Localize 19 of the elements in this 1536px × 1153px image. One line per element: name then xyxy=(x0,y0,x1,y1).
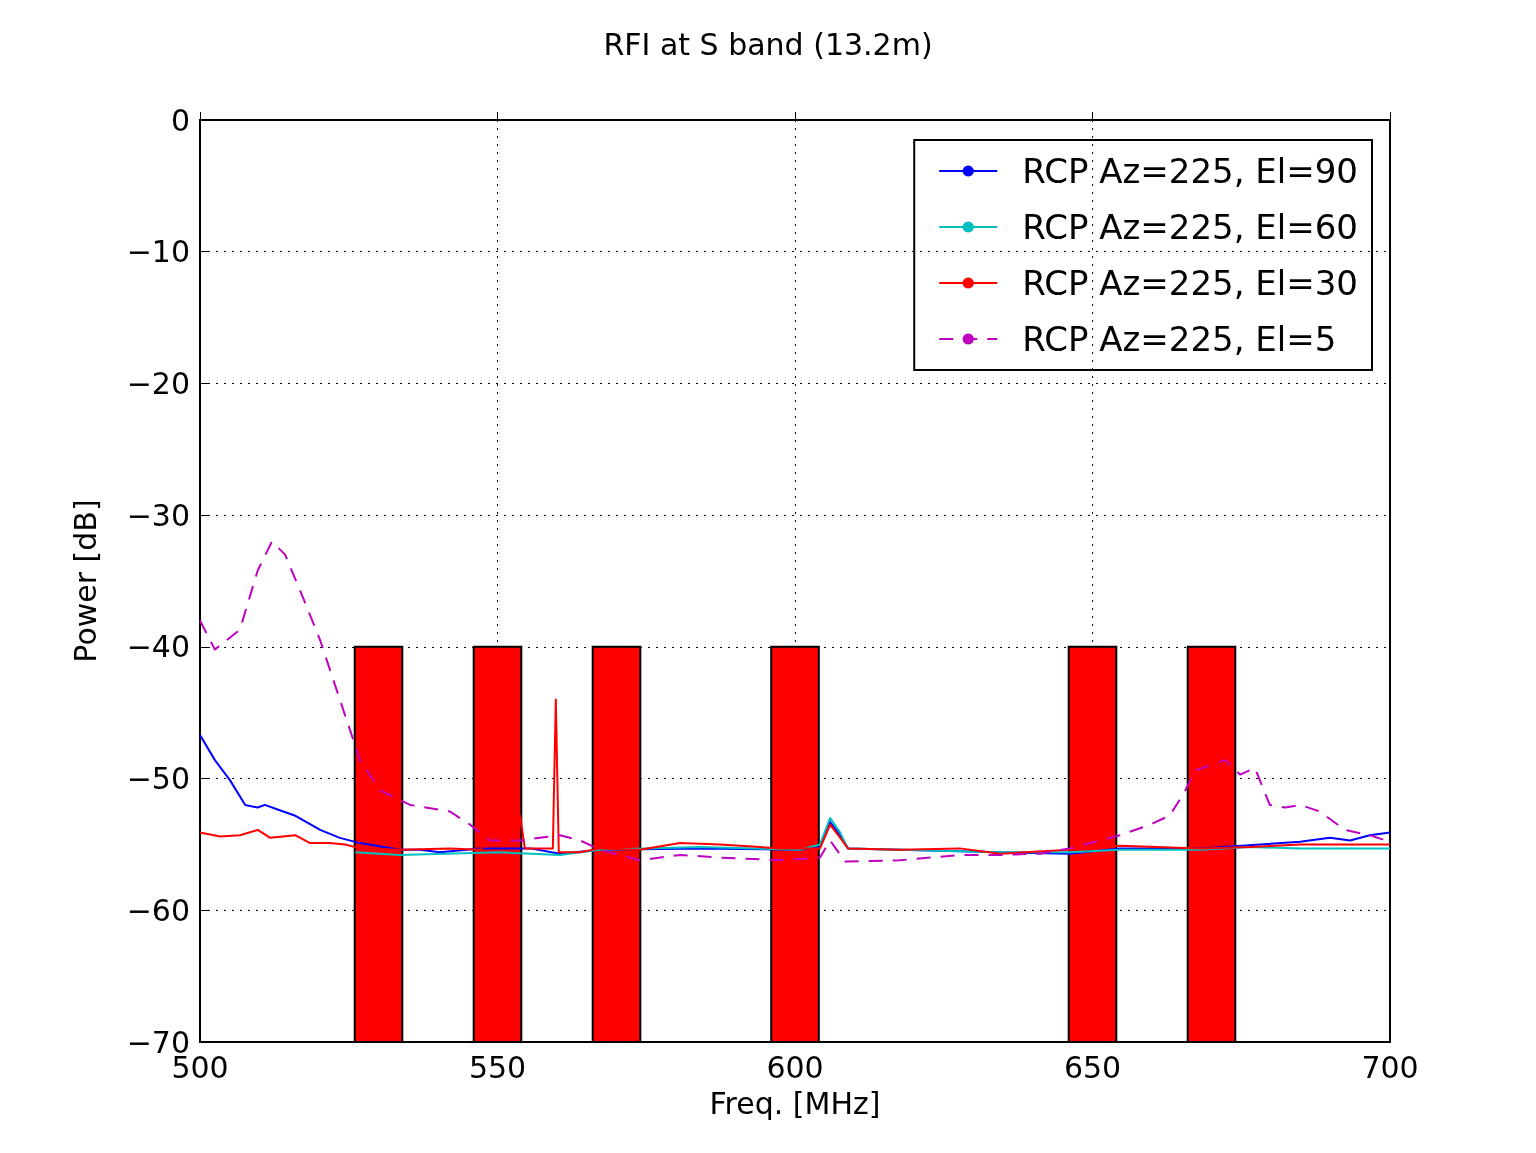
x-axis-title: Freq. [MHz] xyxy=(709,1085,881,1121)
x-tick-label: 550 xyxy=(468,1049,527,1085)
y-tick-label: 0 xyxy=(170,102,190,138)
y-tick-label: −40 xyxy=(126,629,190,665)
chart-title: RFI at S band (13.2m) xyxy=(603,26,933,62)
x-tick-label: 650 xyxy=(1063,1049,1122,1085)
y-tick-label: −60 xyxy=(126,892,190,928)
y-tick-label: −10 xyxy=(126,234,190,270)
y-tick-label: −20 xyxy=(126,365,190,401)
legend-label: RCP Az=225, El=30 xyxy=(1022,263,1359,303)
x-tick-label: 700 xyxy=(1361,1049,1419,1085)
legend-label: RCP Az=225, El=60 xyxy=(1022,207,1359,247)
y-axis-title: Power [dB] xyxy=(67,499,103,663)
legend-label: RCP Az=225, El=5 xyxy=(1022,319,1337,359)
line-series xyxy=(354,817,1391,856)
y-tick-label: −50 xyxy=(126,761,190,797)
legend-label: RCP Az=225, El=90 xyxy=(1022,151,1359,191)
x-tick-label: 600 xyxy=(766,1049,824,1085)
y-tick-label: −30 xyxy=(126,497,190,533)
